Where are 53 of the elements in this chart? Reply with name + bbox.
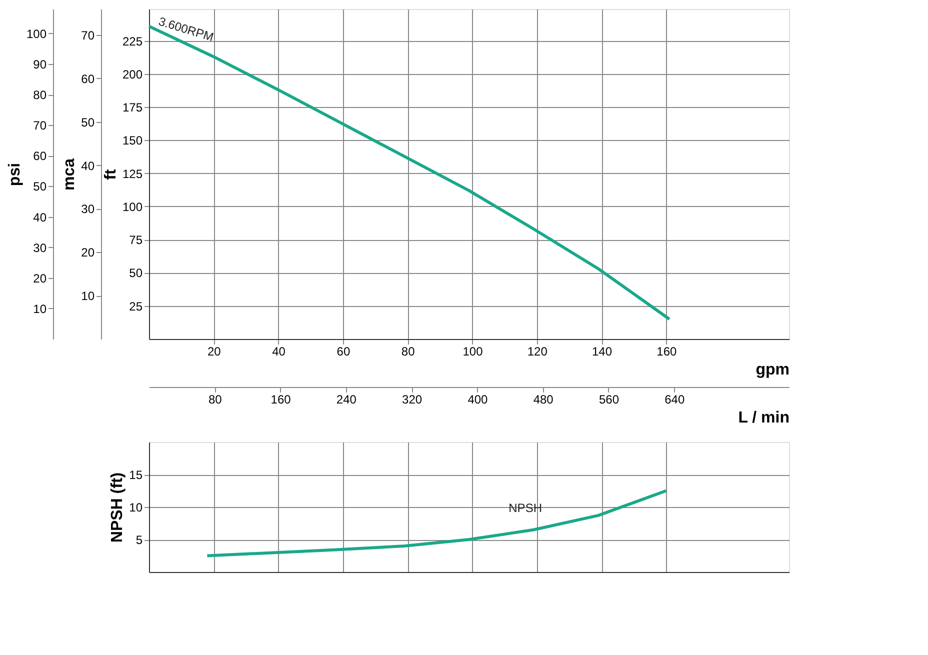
y3-tick-label: 50 [33,180,47,194]
y-tick-label: 175 [122,100,143,115]
x2-tick-label: 400 [468,392,488,406]
line-series [206,489,668,558]
y2-axis-title: mca [61,158,78,191]
x2-tick-label: 160 [270,392,292,406]
y2-tick-label: 60 [81,72,95,86]
x-tick-label: 140 [592,344,612,358]
y3-tick-label: 30 [33,240,47,255]
x2-tick-label: 560 [598,392,620,406]
x2-axis-title: L / min [738,410,790,426]
y-tick-label: 10 [129,500,143,514]
y-axis-title: ft [102,168,120,180]
x-tick-label: 40 [272,344,286,358]
y3-tick-label: 40 [33,210,47,224]
x2-tick-label: 640 [664,392,685,406]
x-tick-label: 60 [336,344,350,358]
y3-tick-label: 10 [33,302,47,316]
y-tick-label: 200 [122,67,143,82]
y2-tick-label: 40 [81,158,95,173]
y-tick-label: 15 [129,468,143,482]
x-tick-label: 120 [527,344,548,358]
y2-tick-label: 30 [81,202,95,216]
y-tick-label: 225 [122,34,143,48]
y2-tick-label: 70 [81,28,95,43]
x2-tick-label: 320 [402,392,422,406]
y3-tick-label: 60 [33,149,47,164]
y3-axis-title: psi [6,162,24,186]
y-tick-label: 50 [129,266,143,280]
y-tick-label: 150 [122,134,143,148]
x-tick-label: 100 [462,344,484,358]
y2-tick-label: 50 [81,115,95,130]
y-tick-label: 25 [129,299,143,314]
y-tick-label: 125 [122,166,143,181]
x2-tick-label: 480 [533,392,554,406]
y-tick-label: 75 [129,233,143,248]
x-tick-label: 80 [401,344,416,358]
y3-tick-label: 100 [26,26,47,41]
y2-tick-label: 10 [81,289,95,304]
y3-tick-label: 20 [33,271,47,286]
y3-tick-label: 90 [33,58,47,72]
y3-tick-label: 70 [33,118,47,133]
x-axis-title: gpm [756,362,790,378]
series-label: NPSH [508,500,542,515]
x-tick-label: 20 [207,344,222,358]
y-tick-label: 100 [122,200,143,214]
x2-tick-label: 240 [336,392,357,406]
y3-tick-label: 80 [33,88,47,102]
y2-tick-label: 20 [81,246,95,260]
y-axis-title: NPSH (ft) [109,472,126,543]
x2-tick-label: 80 [208,392,222,406]
x-tick-label: 160 [656,344,678,358]
y-tick-label: 5 [136,533,143,547]
